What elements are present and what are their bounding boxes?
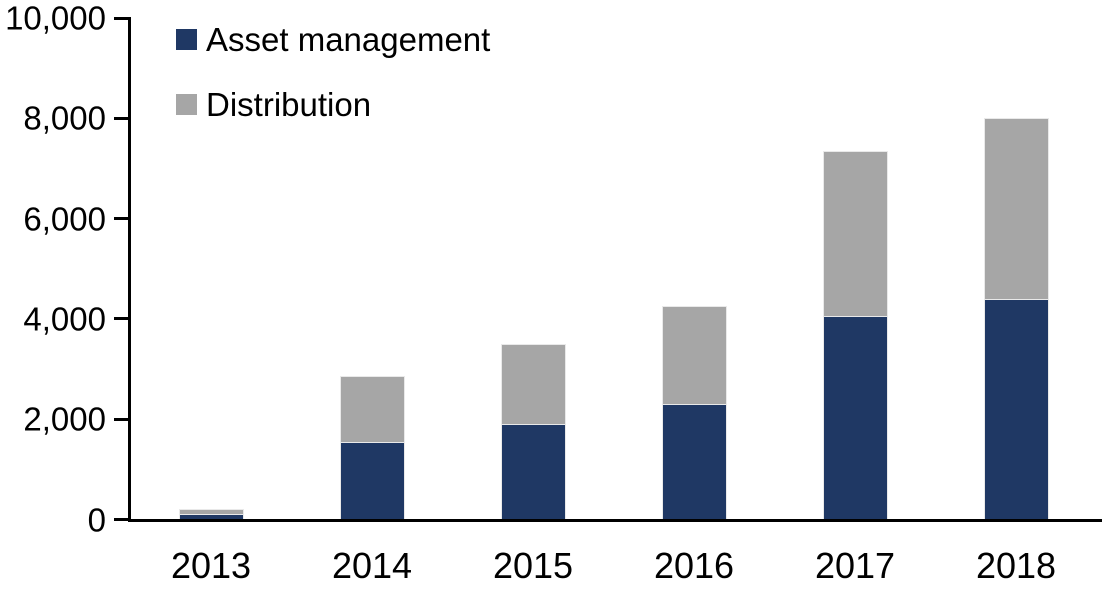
bar-segment-asset-management-2015 — [500, 424, 566, 520]
bar-segment-distribution-2015 — [500, 343, 566, 425]
y-axis-line — [128, 16, 131, 522]
y-axis-label: 0 — [87, 501, 106, 538]
bar-segment-asset-management-2018 — [983, 298, 1049, 520]
y-axis-label: 2,000 — [23, 400, 106, 438]
x-axis-label-2014: 2014 — [331, 545, 413, 586]
bar-segment-distribution-2013 — [178, 509, 244, 515]
bar-segment-asset-management-2013 — [178, 514, 244, 520]
bar-segment-distribution-2018 — [983, 118, 1049, 299]
bar-segment-asset-management-2017 — [822, 316, 888, 520]
legend-swatch-asset-management-icon — [176, 29, 197, 51]
y-axis-tick — [114, 16, 128, 20]
x-axis-line — [128, 518, 1102, 522]
chart-legend: Asset management Distribution — [176, 21, 490, 124]
bar-segment-distribution-2016 — [661, 306, 727, 405]
legend-label-distribution: Distribution — [206, 85, 372, 123]
y-axis-label: 4,000 — [23, 300, 106, 338]
y-axis-tick — [114, 518, 128, 521]
bar-segment-distribution-2014 — [339, 375, 405, 442]
bar-segment-distribution-2017 — [822, 150, 888, 317]
x-axis-label-2015: 2015 — [492, 545, 574, 586]
x-axis-label-2013: 2013 — [170, 545, 252, 586]
bar-segment-asset-management-2016 — [661, 404, 727, 520]
y-axis-label: 8,000 — [23, 99, 106, 137]
legend-item-asset-management: Asset management — [176, 21, 490, 59]
y-axis-label: 10,000 — [5, 0, 106, 37]
y-axis-tick — [114, 417, 128, 421]
legend-swatch-distribution-icon — [176, 94, 197, 116]
x-axis-label-2018: 2018 — [975, 545, 1057, 586]
legend-label-asset-management: Asset management — [206, 21, 491, 58]
y-axis-tick — [114, 217, 128, 221]
bar-segment-asset-management-2014 — [339, 441, 405, 520]
y-axis-tick — [114, 116, 128, 120]
x-axis-label-2017: 2017 — [814, 545, 896, 586]
y-axis-label: 6,000 — [23, 200, 106, 238]
y-axis-tick — [114, 317, 128, 321]
x-axis-label-2016: 2016 — [653, 545, 735, 586]
legend-item-distribution: Distribution — [176, 86, 490, 124]
